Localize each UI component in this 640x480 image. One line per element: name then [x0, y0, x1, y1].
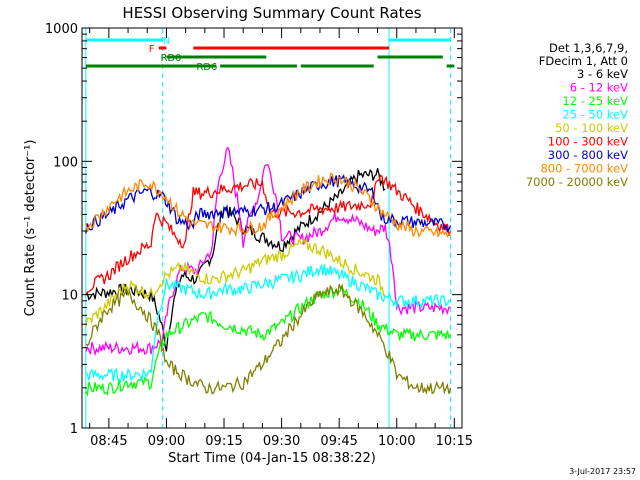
plot-frame	[81, 27, 463, 429]
legend-header-line-2: FDecim 1, Att 0	[539, 54, 628, 68]
y-tick-label: 1	[70, 422, 78, 437]
legend-entry: 6 - 12 keV	[570, 81, 628, 95]
series-line-3	[85, 263, 451, 383]
x-tick-label: 10:15	[436, 434, 473, 449]
legend-entry: 12 - 25 keV	[562, 94, 628, 108]
legend-entry: 25 - 50 keV	[562, 108, 628, 122]
x-tick-label: 09:45	[320, 434, 357, 449]
x-tick-label: 09:00	[148, 434, 185, 449]
x-tick-label: 09:30	[263, 434, 300, 449]
flag-label-rd6: RD6	[196, 62, 217, 73]
y-tick-label: 1000	[45, 22, 78, 37]
chart-title: HESSI Observing Summary Count Rates	[122, 4, 421, 22]
flag-label-f: F	[149, 44, 155, 55]
flag-label-rd0: RD0	[160, 53, 181, 64]
legend-entry: 7000 - 20000 keV	[526, 175, 628, 189]
legend-entry: 100 - 300 keV	[548, 135, 628, 149]
legend-header-line-1: Det 1,3,6,7,9,	[549, 41, 628, 55]
legend-entry: 800 - 7000 keV	[540, 162, 628, 176]
legend-entry: 300 - 800 keV	[548, 148, 628, 162]
x-axis-title: Start Time (04-Jan-15 08:38:22)	[168, 451, 376, 466]
legend-entry: 50 - 100 keV	[555, 121, 628, 135]
series-line-2	[85, 283, 452, 397]
series-line-4	[85, 237, 386, 328]
series-line-8	[85, 283, 452, 395]
x-tick-label: 08:45	[90, 434, 127, 449]
y-axis-title: Count Rate (s⁻¹ detector⁻¹)	[23, 140, 38, 317]
y-tick-label: 100	[53, 155, 78, 170]
footer-date: 3-Jul-2017 23:57	[569, 467, 636, 476]
flag-label-n: N	[163, 36, 170, 47]
x-tick-label: 09:15	[205, 434, 242, 449]
series-line-7	[85, 172, 451, 238]
series-line-1	[85, 146, 451, 357]
legend-entry: 3 - 6 keV	[577, 67, 628, 81]
y-tick-label: 10	[61, 289, 78, 304]
x-tick-label: 10:00	[378, 434, 415, 449]
